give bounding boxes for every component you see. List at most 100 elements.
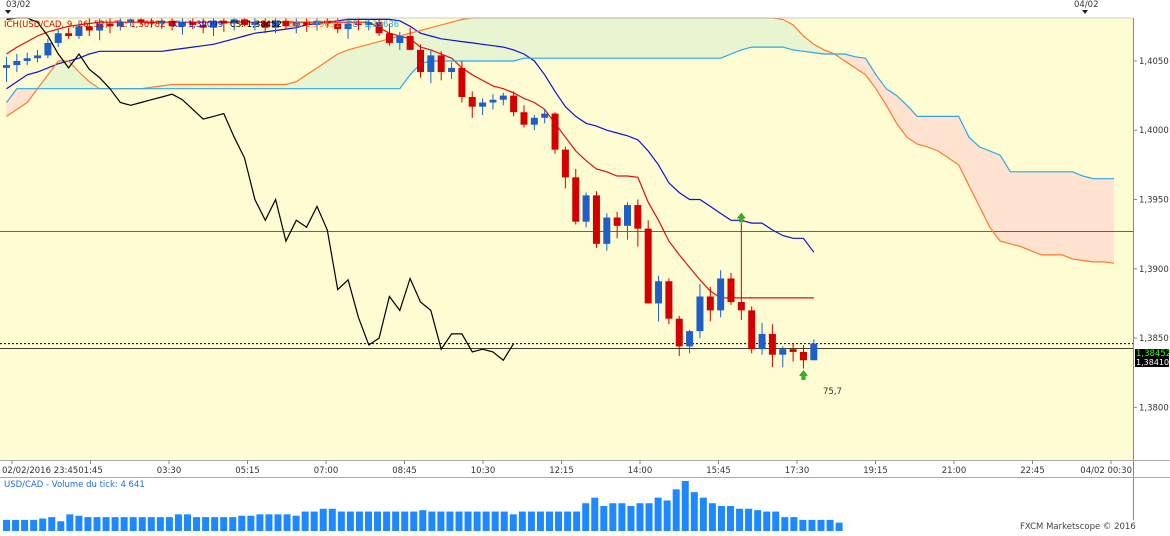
volume-bar [473, 511, 481, 531]
y-tick-label: 1,3900 [1139, 265, 1169, 275]
cloud-segment [182, 84, 193, 89]
legend-kl: KL: 1,39099 [172, 20, 224, 30]
candle-body [748, 310, 756, 350]
cloud-segment [793, 24, 804, 52]
volume-bar [690, 492, 698, 531]
y-tick-label: 1,4050 [1139, 57, 1169, 67]
indicator-legend: ICH(USD/CAD, 9, 26, 52) TL: 1,36782 KL: … [4, 20, 399, 30]
annotation-value: 75,7 [823, 387, 842, 397]
volume-bar [274, 514, 282, 531]
volume-bar [48, 517, 56, 531]
volume-bar [301, 511, 309, 531]
cloud-segment [617, 18, 628, 59]
candle-body [417, 49, 424, 73]
cloud-segment [865, 58, 876, 89]
candle-body [282, 20, 290, 27]
candle-body [427, 55, 435, 73]
legend-sb: SB: 1,39636 [347, 20, 400, 30]
candle-body [758, 333, 766, 350]
candle-body [582, 195, 590, 222]
cloud-segment [78, 72, 90, 89]
volume-bar [392, 511, 400, 531]
candle-body [44, 42, 52, 56]
candlestick-series [3, 18, 818, 380]
cloud-segment [668, 18, 680, 59]
cloud-segment [1051, 171, 1063, 255]
cloud-segment [161, 84, 173, 89]
volume-bar [220, 517, 228, 531]
volume-bar [826, 519, 834, 531]
cloud-segment [906, 105, 918, 145]
volume-bar [564, 511, 572, 531]
volume-bar [93, 517, 101, 531]
cloud-segment [699, 18, 711, 59]
candle-body [779, 349, 787, 355]
volume-bar [419, 510, 427, 531]
candle-body [385, 33, 393, 43]
y-tick-label: 1,3800 [1139, 403, 1169, 413]
cloud-segment [68, 60, 79, 89]
cloud-segment [720, 18, 731, 59]
candle-body [85, 26, 93, 31]
cloud-segment [1010, 171, 1021, 247]
volume-bar [84, 517, 92, 531]
cloud-segment [1082, 175, 1094, 262]
cloud-segment [979, 146, 990, 228]
volume-bar [211, 517, 219, 531]
x-tick-label: 14:00 [628, 466, 653, 476]
cloud-segment [503, 18, 514, 61]
candle-body [375, 22, 383, 34]
candle-body [603, 217, 611, 244]
cloud-segment [938, 116, 949, 158]
candle-body [313, 20, 321, 25]
volume-bar [401, 511, 409, 531]
cloud-segment [606, 18, 618, 59]
footer-credit: FXCM Marketscope © 2016 [1020, 522, 1136, 532]
volume-bar [555, 511, 563, 531]
volume-bar [536, 511, 544, 531]
cloud-segment [1103, 178, 1114, 264]
candle-body [158, 20, 166, 24]
volume-bar [355, 511, 363, 531]
cloud-segment [430, 24, 442, 61]
cloud-segment [710, 18, 721, 59]
volume-bar [21, 519, 29, 531]
cloud-segment [875, 74, 887, 106]
volume-bar [165, 517, 173, 531]
top-date-right: 04/02 [1074, 0, 1099, 10]
signal-arrow-icon [798, 370, 808, 380]
candle-body [137, 19, 145, 23]
ichimoku-cloud [6, 18, 1114, 264]
candle-body [437, 55, 445, 73]
candle-body [530, 117, 538, 125]
volume-bar [57, 521, 65, 531]
volume-bar [464, 511, 472, 531]
x-tick-label: 05:15 [235, 466, 260, 476]
cloud-segment [565, 18, 576, 59]
cloud-segment [1000, 155, 1011, 244]
cloud-segment [379, 38, 390, 89]
candle-body [717, 278, 725, 311]
y-tick-label: 1,3950 [1139, 196, 1169, 206]
legend-cs: CS: 1,38452 [229, 20, 282, 30]
candle-body [251, 22, 259, 25]
candle-body [468, 96, 476, 107]
x-tick-label: 19:15 [863, 466, 888, 476]
cloud-segment [513, 18, 524, 61]
volume-bar [527, 511, 535, 531]
cloud-segment [389, 36, 400, 89]
x-tick-label: 17:30 [785, 466, 810, 476]
volume-bar [328, 508, 336, 531]
cloud-segment [223, 84, 235, 89]
volume-bar [808, 519, 816, 531]
cloud-segment [172, 84, 183, 89]
candle-body [572, 177, 580, 222]
volume-bar [681, 481, 689, 531]
candle-body [789, 349, 797, 352]
cloud-segment [482, 18, 493, 61]
cloud-segment [586, 18, 597, 59]
volume-bar [129, 517, 137, 531]
candle-body [292, 22, 300, 27]
series-line-kl [6, 18, 815, 253]
volume-bar [699, 497, 707, 531]
